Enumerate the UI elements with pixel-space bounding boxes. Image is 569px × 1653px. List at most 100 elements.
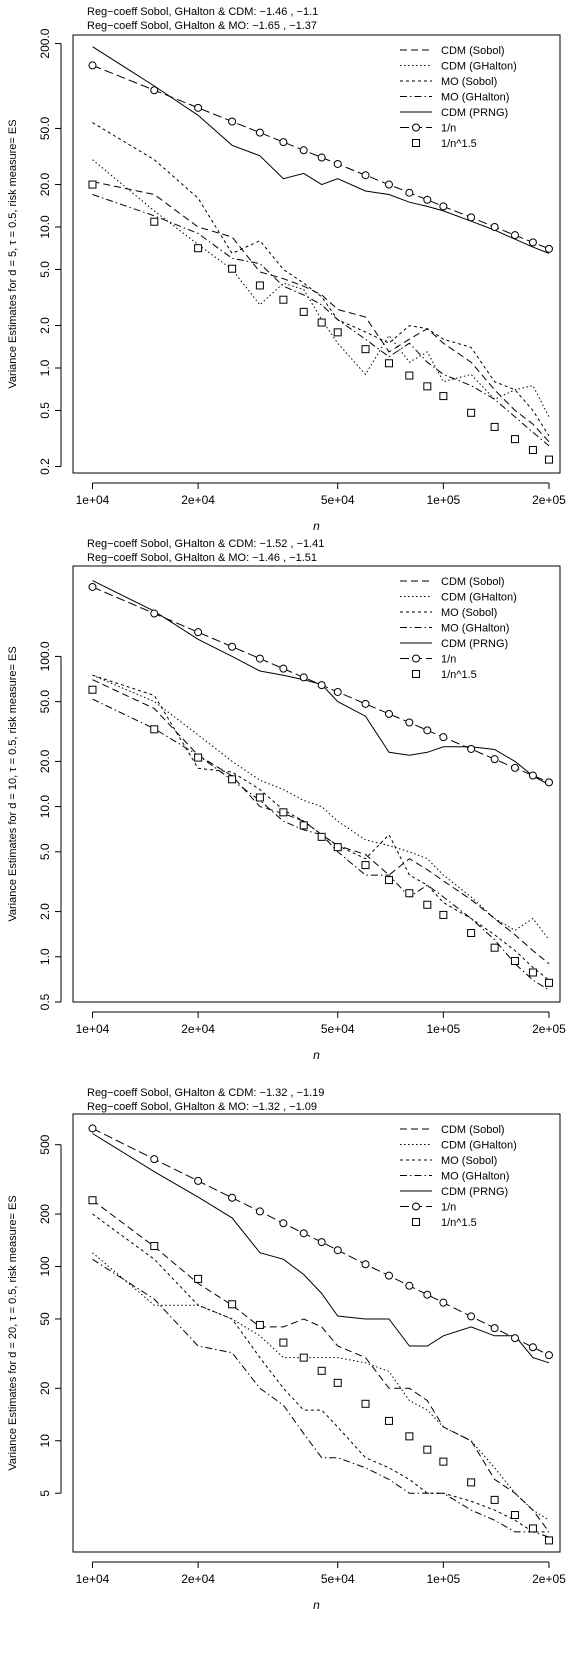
y-tick-label: 2.0 bbox=[38, 317, 52, 334]
data-point bbox=[510, 231, 519, 240]
data-point bbox=[423, 382, 432, 391]
data-point bbox=[490, 755, 499, 764]
data-point bbox=[405, 889, 414, 898]
legend-label: CDM (Sobol) bbox=[441, 1124, 505, 1136]
x-tick-label: 2e+05 bbox=[532, 1022, 566, 1036]
chart-subtitle: Reg−coeff Sobol, GHalton & MO: −1.65 , −… bbox=[87, 20, 317, 32]
data-point bbox=[490, 1324, 499, 1333]
x-tick-label: 5e+04 bbox=[321, 493, 355, 507]
data-point bbox=[467, 929, 476, 938]
data-point bbox=[385, 709, 394, 718]
y-axis-label: Variance Estimates for d = 5, τ = 0.5, r… bbox=[7, 119, 19, 388]
x-axis-label: n bbox=[313, 519, 320, 533]
data-point bbox=[510, 763, 519, 772]
y-tick-label: 100 bbox=[38, 1256, 52, 1276]
legend-label: 1/n^1.5 bbox=[441, 1217, 477, 1229]
chart-subtitle: Reg−coeff Sobol, GHalton & MO: −1.32 , −… bbox=[87, 1101, 317, 1113]
series-line bbox=[92, 1199, 550, 1533]
data-point bbox=[405, 718, 414, 727]
data-point bbox=[490, 1495, 499, 1504]
data-point bbox=[317, 681, 326, 690]
data-point bbox=[439, 1298, 448, 1307]
series-group bbox=[88, 1124, 553, 1545]
data-point bbox=[490, 222, 499, 231]
data-point bbox=[423, 726, 432, 735]
legend-label: CDM (Sobol) bbox=[441, 45, 505, 57]
legend-label: 1/n bbox=[441, 654, 456, 666]
data-point bbox=[467, 408, 476, 417]
legend-marker bbox=[412, 670, 420, 678]
data-point bbox=[317, 1366, 326, 1375]
legend: CDM (Sobol) CDM (GHalton) MO (Sobol) MO (GH… bbox=[400, 576, 517, 681]
x-tick-label: 5e+04 bbox=[321, 1572, 355, 1586]
data-point bbox=[423, 1290, 432, 1299]
x-tick-label: 2e+04 bbox=[181, 1572, 215, 1586]
y-tick-label: 10.0 bbox=[38, 795, 52, 819]
y-tick-label: 20.0 bbox=[38, 173, 52, 197]
legend-label: CDM (GHalton) bbox=[441, 61, 517, 73]
x-tick-label: 1e+05 bbox=[427, 1022, 461, 1036]
legend-marker bbox=[412, 654, 420, 663]
y-tick-label: 500 bbox=[38, 1134, 52, 1154]
data-point bbox=[228, 1193, 237, 1202]
y-tick-label: 1.0 bbox=[38, 948, 52, 965]
data-point bbox=[544, 1351, 553, 1360]
data-point bbox=[528, 968, 537, 977]
legend-label: 1/n^1.5 bbox=[441, 138, 477, 150]
series-line bbox=[92, 122, 550, 437]
data-point bbox=[150, 217, 159, 226]
data-point bbox=[385, 1271, 394, 1280]
data-point bbox=[279, 1219, 288, 1228]
data-point bbox=[299, 673, 308, 682]
data-point bbox=[299, 1353, 308, 1362]
x-tick-label: 1e+04 bbox=[76, 1022, 110, 1036]
series-line bbox=[92, 1133, 550, 1364]
series-line bbox=[92, 159, 550, 418]
legend-label: MO (Sobol) bbox=[441, 76, 497, 88]
y-tick-label: 0.5 bbox=[38, 993, 52, 1010]
data-point bbox=[405, 1432, 414, 1441]
y-tick-label: 5.0 bbox=[38, 843, 52, 860]
y-tick-label: 10.0 bbox=[38, 215, 52, 239]
x-tick-label: 2e+04 bbox=[181, 493, 215, 507]
chart-subtitle: Reg−coeff Sobol, GHalton & MO: −1.46 , −… bbox=[87, 552, 317, 564]
y-axis-label: Variance Estimates for d = 20, τ = 0.5, … bbox=[7, 1195, 19, 1470]
data-point bbox=[299, 307, 308, 316]
legend-label: CDM (PRNG) bbox=[441, 1186, 508, 1198]
x-tick-label: 2e+04 bbox=[181, 1022, 215, 1036]
data-point bbox=[528, 1524, 537, 1533]
data-point bbox=[255, 281, 264, 290]
x-axis-label: n bbox=[313, 1048, 320, 1062]
series-line bbox=[92, 1258, 550, 1538]
data-point bbox=[317, 153, 326, 162]
series-line bbox=[92, 679, 550, 965]
data-point bbox=[255, 128, 264, 137]
data-point bbox=[150, 1242, 159, 1251]
data-point bbox=[279, 1338, 288, 1347]
y-tick-label: 5 bbox=[38, 1490, 52, 1497]
data-point bbox=[405, 1281, 414, 1290]
data-point bbox=[510, 1511, 519, 1520]
data-point bbox=[510, 435, 519, 444]
data-point bbox=[255, 793, 264, 802]
y-axis-label: Variance Estimates for d = 10, τ = 0.5, … bbox=[7, 646, 19, 921]
data-point bbox=[385, 359, 394, 368]
data-point bbox=[317, 1238, 326, 1247]
data-point bbox=[439, 392, 448, 401]
data-point bbox=[194, 1274, 203, 1283]
data-point bbox=[150, 86, 159, 95]
y-tick-label: 0.2 bbox=[38, 458, 52, 475]
chart-title: Reg−coeff Sobol, GHalton & CDM: −1.52 , … bbox=[87, 538, 324, 550]
data-point bbox=[228, 775, 237, 784]
y-tick-label: 0.5 bbox=[38, 402, 52, 419]
data-point bbox=[467, 1478, 476, 1487]
legend: CDM (Sobol) CDM (GHalton) MO (Sobol) MO (GH… bbox=[400, 1124, 517, 1229]
data-point bbox=[423, 195, 432, 204]
y-tick-label: 5.0 bbox=[38, 261, 52, 278]
chart-title: Reg−coeff Sobol, GHalton & CDM: −1.46 , … bbox=[87, 6, 318, 18]
x-tick-label: 5e+04 bbox=[321, 1022, 355, 1036]
data-point bbox=[385, 1416, 394, 1425]
data-point bbox=[423, 900, 432, 909]
x-tick-label: 1e+04 bbox=[76, 493, 110, 507]
